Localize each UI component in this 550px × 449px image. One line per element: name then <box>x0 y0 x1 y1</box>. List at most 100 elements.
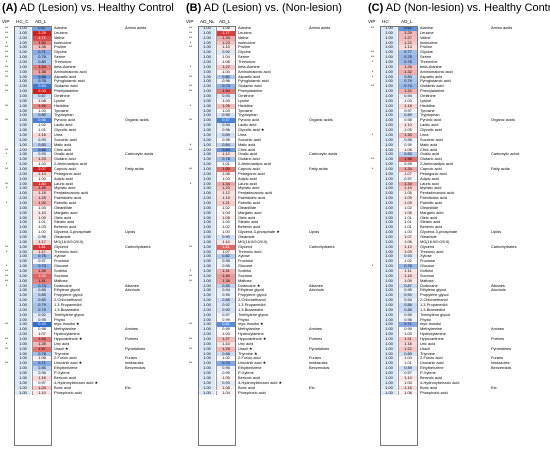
reference-cell: 1.00 <box>199 375 215 381</box>
metabolite-name: Urocanic acid <box>420 360 444 366</box>
metabolite-name: Myristic acid <box>54 185 76 191</box>
metabolite-name: Ornithine <box>54 93 70 99</box>
class-label: Amino acids <box>309 25 331 30</box>
metabolite-name: Aspartic acid <box>238 73 261 79</box>
metabolite-name: Oleanillide <box>54 204 73 210</box>
metabolite-name: Palmitoleic acid <box>54 195 82 201</box>
metabolite-name: Boric acid <box>238 384 256 390</box>
reference-cell: 1.00 <box>381 356 397 362</box>
reference-cell: 1.00 <box>381 210 397 216</box>
metabolite-name: Citric acid <box>54 146 72 152</box>
significance-marker: ** <box>370 49 375 55</box>
reference-cell: 1.00 <box>199 336 215 342</box>
significance-marker: * <box>189 180 192 186</box>
reference-cell: 1.00 <box>381 142 397 148</box>
reference-cell: 1.00 <box>381 137 397 143</box>
class-label: Furans <box>491 355 504 361</box>
col-reference: HC_C <box>16 19 29 24</box>
reference-cell: 1.00 <box>199 59 215 65</box>
significance-marker: ** <box>4 360 9 366</box>
metabolite-name: Propylene glycol <box>54 292 83 298</box>
column-header: VIP HC_C AD_L <box>2 18 182 26</box>
reference-cell: 1.00 <box>15 132 31 138</box>
reference-cell: 1.00 <box>381 181 397 187</box>
metabolite-name: Lysine <box>238 97 250 103</box>
reference-cell: 1.00 <box>15 137 31 143</box>
significance-marker: ** <box>188 83 193 89</box>
significance-marker <box>186 391 195 396</box>
reference-cell: 1.00 <box>15 297 31 304</box>
reference-cell: 1.00 <box>381 215 397 221</box>
metabolite-name: 1,3-Propanediol <box>238 302 266 308</box>
reference-cell: 1.00 <box>15 356 31 362</box>
reference-cell: 1.00 <box>199 137 215 143</box>
significance-marker: ** <box>4 268 9 273</box>
reference-cell: 1.00 <box>381 346 397 352</box>
metabolite-name: Alanine <box>420 25 433 30</box>
reference-cell: 1.00 <box>15 147 31 153</box>
reference-cell: 1.00 <box>15 83 31 90</box>
reference-cell: 1.00 <box>381 263 397 269</box>
metabolite-name: Sucrose <box>420 272 435 278</box>
metabolite-name: Urea <box>420 131 429 137</box>
significance-marker: ** <box>4 25 9 30</box>
reference-cell: 1.00 <box>199 186 215 192</box>
class-label: Organic acids <box>125 117 149 123</box>
metabolite-name: Phenylalanine <box>54 88 79 94</box>
reference-cell: 1.00 <box>381 200 397 206</box>
panel-b: (B) AD (Lesion) vs. (Non-lesion) VIP AD_… <box>186 0 366 449</box>
class-label: Fatty acids <box>125 165 144 171</box>
class-label: Imidazoles <box>125 360 144 366</box>
reference-cell: 1.00 <box>199 190 215 197</box>
metabolite-name: Aminomalonic acid <box>54 68 87 74</box>
metabolite-name: Leucine <box>420 29 434 35</box>
reference-cell: 1.00 <box>15 375 31 381</box>
metabolite-name: Oleamide <box>238 233 255 239</box>
metabolite-name: Glycine <box>238 49 251 55</box>
significance-marker: ** <box>4 243 9 249</box>
reference-cell: 1.00 <box>15 385 31 391</box>
reference-cell: 1.00 <box>199 263 215 269</box>
metabolite-name: P-Xylene <box>420 370 436 376</box>
metabolite-name: Lysine <box>54 97 66 103</box>
metabolite-name: Uracil <box>420 345 430 351</box>
reference-cell: 1.00 <box>199 40 215 46</box>
class-label: Purines <box>125 336 139 342</box>
significance-marker: ** <box>370 156 375 162</box>
metabolite-name: Hypoxanthine ★ <box>238 336 267 342</box>
reference-cell: 1.00 <box>381 122 397 129</box>
reference-cell: 1.00 <box>199 360 215 367</box>
metabolite-name: Ethylene glycol <box>54 287 81 293</box>
metabolite-name: Isoleucine <box>238 39 256 45</box>
reference-cell: 1.00 <box>381 45 397 51</box>
metabolite-name: Serine <box>54 54 66 60</box>
significance-marker: * <box>5 199 8 205</box>
reference-cell: 1.00 <box>381 127 397 133</box>
reference-cell: 1.00 <box>199 268 215 274</box>
reference-cell: 1.00 <box>381 186 397 192</box>
reference-cell: 1.00 <box>15 35 31 41</box>
reference-cell: 1.00 <box>381 322 397 328</box>
metabolite-name: Myristic acid <box>420 185 442 191</box>
metabolite-name: Triethylene glycol <box>420 311 451 317</box>
reference-cell: 1.00 <box>199 288 215 294</box>
metabolite-name: Tryptophan <box>54 112 74 118</box>
metabolite-name: 2-Chloroethanol <box>54 297 82 303</box>
reference-cell: 1.00 <box>381 317 397 323</box>
metabolite-name: Methylamine <box>420 326 443 332</box>
reference-cell: 1.00 <box>199 322 215 328</box>
class-label: Imidazoles <box>309 360 328 366</box>
reference-cell: 1.00 <box>381 336 397 342</box>
significance-marker: ** <box>370 54 375 60</box>
reference-cell: 1.00 <box>381 234 397 240</box>
metabolite-name: Pyroglutamic acid <box>54 78 85 84</box>
metabolite-name: Aminomalonic acid <box>420 68 453 74</box>
metabolite-name: Glutaric acid <box>238 156 260 162</box>
metabolite-name: Glucose <box>238 263 253 269</box>
significance-marker: ** <box>188 146 193 152</box>
reference-cell: 1.00 <box>199 297 215 304</box>
reference-cell: 1.00 <box>199 224 215 231</box>
reference-cell: 1.00 <box>199 113 215 119</box>
reference-cell: 1.00 <box>199 156 215 163</box>
metabolite-name: Stearic acid <box>420 219 441 225</box>
